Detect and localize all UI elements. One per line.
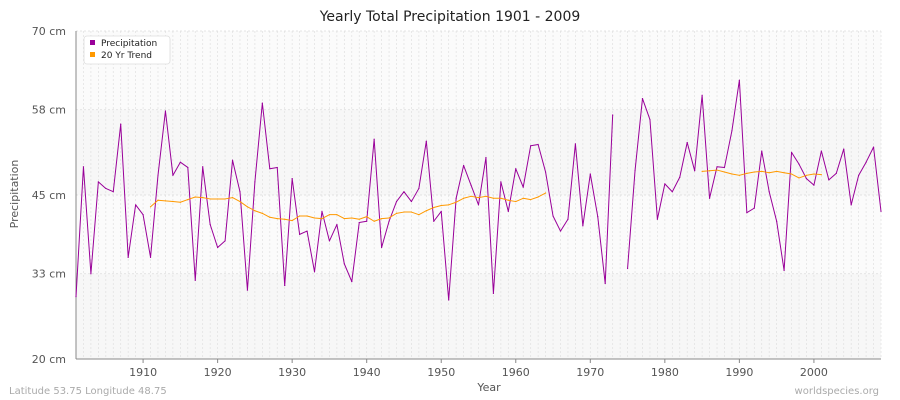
x-tick-label: 1950 bbox=[427, 366, 455, 379]
legend-box bbox=[83, 35, 171, 65]
y-tick-label: 70 cm bbox=[32, 25, 66, 38]
series-line-precipitation bbox=[75, 102, 614, 301]
x-tick-label: 1970 bbox=[576, 366, 604, 379]
footer-coordinates: Latitude 53.75 Longitude 48.75 bbox=[9, 386, 167, 397]
x-axis-label: Year bbox=[476, 381, 501, 394]
y-tick-label: 45 cm bbox=[32, 189, 66, 202]
x-tick-label: 1960 bbox=[502, 366, 530, 379]
series-layer bbox=[75, 79, 882, 301]
legend-swatch-trend bbox=[90, 52, 95, 57]
legend: Precipitation 20 Yr Trend bbox=[83, 35, 171, 65]
x-tick-label: 1910 bbox=[129, 366, 157, 379]
grid-lines bbox=[75, 30, 882, 360]
legend-label-precipitation: Precipitation bbox=[101, 39, 157, 49]
x-tick-label: 1920 bbox=[204, 366, 232, 379]
plot-band bbox=[76, 31, 881, 110]
x-tick-label: 1930 bbox=[278, 366, 306, 379]
series-line-20-yr-trend bbox=[150, 192, 546, 222]
y-tick-label: 33 cm bbox=[32, 268, 66, 281]
legend-label-trend: 20 Yr Trend bbox=[101, 51, 152, 61]
y-axis-label: Precipitation bbox=[8, 160, 21, 229]
y-tick-label: 58 cm bbox=[32, 104, 66, 117]
y-tick-label: 20 cm bbox=[32, 353, 66, 366]
x-tick-label: 2000 bbox=[800, 366, 828, 379]
axes: 20 cm 33 cm 45 cm 58 cm 70 cm 1910 1920 1930 194… bbox=[32, 25, 881, 379]
x-tick-label: 1940 bbox=[353, 366, 381, 379]
chart-title: Yearly Total Precipitation 1901 - 2009 bbox=[319, 9, 581, 25]
series-line-20-yr-trend bbox=[702, 169, 822, 179]
x-tick-label: 1980 bbox=[651, 366, 679, 379]
x-tick-label: 1990 bbox=[725, 366, 753, 379]
footer-source: worldspecies.org bbox=[795, 386, 879, 397]
legend-swatch-precipitation bbox=[90, 40, 95, 45]
series-line-precipitation bbox=[627, 79, 882, 271]
